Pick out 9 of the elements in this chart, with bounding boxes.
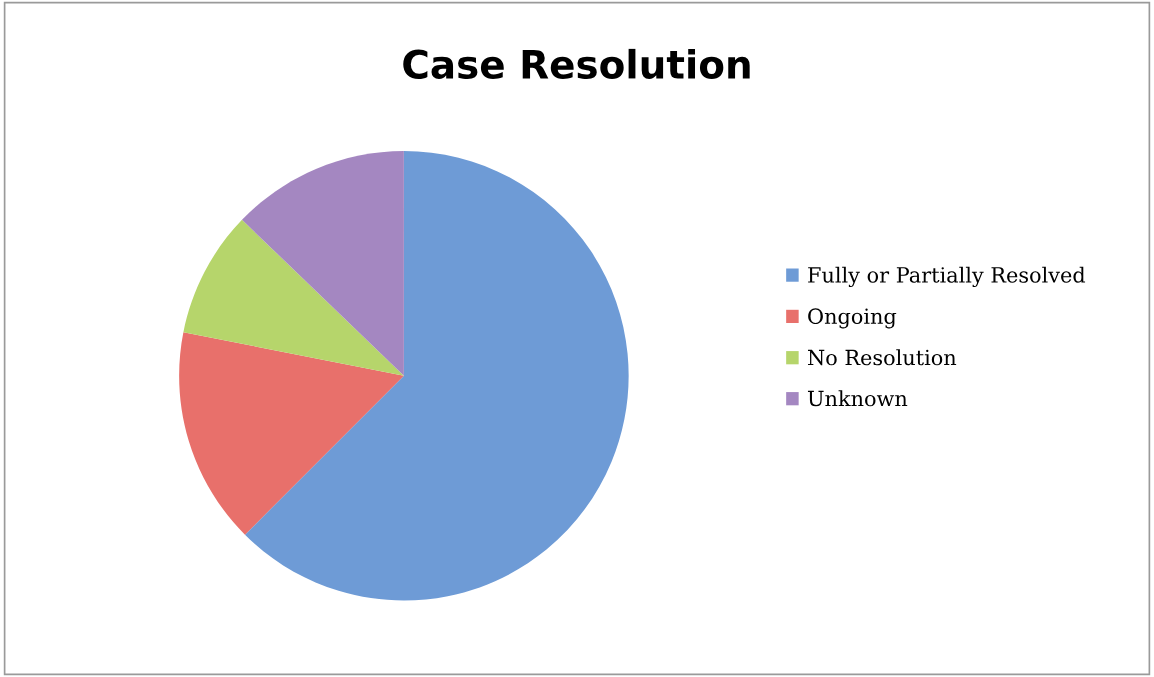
pie-slice [179,332,404,535]
pie-slice [242,150,404,376]
legend-label: Unknown [807,390,908,407]
pie-slice [183,219,404,376]
pie-slice [244,150,629,601]
chart-title: Case Resolution [403,48,750,79]
legend-label: Ongoing [808,308,897,329]
legend-label: No Resolution [808,349,957,366]
legend-label: Fully or Partially Resolved [808,266,1086,288]
